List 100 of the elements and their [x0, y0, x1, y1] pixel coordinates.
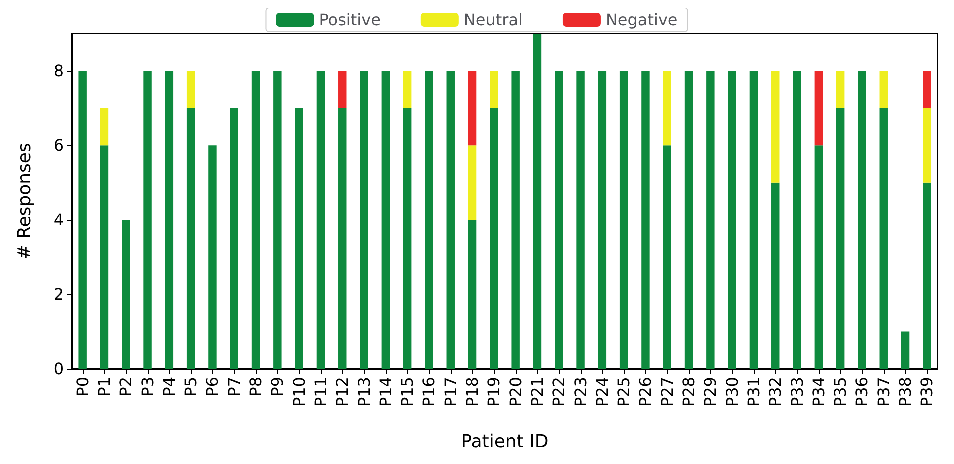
bar — [923, 71, 932, 108]
bar — [684, 71, 694, 369]
x-tick-label: P21 — [528, 377, 547, 408]
y-tick-label: 8 — [54, 62, 64, 81]
x-tick-label: P34 — [809, 377, 828, 408]
x-tick-label: P2 — [116, 377, 136, 397]
bar — [836, 71, 845, 108]
x-tick-label: P16 — [420, 377, 439, 408]
bar — [512, 71, 520, 369]
x-tick-label: P18 — [463, 377, 482, 408]
x-tick-label: P20 — [506, 377, 526, 408]
bar — [316, 71, 326, 369]
y-tick-label: 6 — [54, 136, 64, 156]
bar — [208, 146, 217, 369]
y-tick-label: 4 — [54, 210, 64, 230]
x-tick-label: P26 — [636, 377, 656, 408]
x-tick-label: P10 — [290, 377, 309, 408]
bar — [446, 71, 455, 369]
bar — [274, 71, 282, 369]
bar — [858, 71, 866, 369]
x-tick-label: P1 — [94, 377, 114, 397]
x-axis-title: Patient ID — [461, 432, 549, 452]
y-tick-label: 0 — [54, 360, 64, 378]
bar — [403, 108, 412, 369]
legend-label: Neutral — [464, 10, 523, 30]
x-tick-label: P39 — [918, 377, 937, 408]
x-tick-label: P5 — [182, 377, 201, 397]
bar — [490, 108, 498, 369]
bar — [923, 108, 932, 183]
bar — [663, 146, 672, 369]
bar — [663, 71, 672, 146]
bar — [338, 71, 347, 108]
x-tick-label: P35 — [831, 377, 850, 408]
x-tick-label: P9 — [268, 377, 288, 397]
bar — [252, 71, 260, 369]
bar — [642, 71, 650, 369]
bar — [533, 34, 542, 369]
x-tick-label: P19 — [484, 377, 504, 408]
legend-label: Positive — [319, 10, 381, 30]
bar — [100, 108, 109, 146]
x-tick-label: P24 — [592, 377, 612, 408]
bar — [403, 71, 412, 108]
x-tick-label: P30 — [722, 377, 742, 408]
bar — [468, 146, 477, 220]
x-tick-label: P25 — [614, 377, 634, 408]
x-tick-label: P0 — [73, 377, 92, 397]
bar — [728, 71, 736, 369]
x-tick-label: P22 — [550, 377, 569, 408]
bar — [338, 108, 347, 369]
bar — [576, 71, 585, 369]
bar — [100, 146, 109, 369]
x-tick-label: P4 — [160, 377, 179, 397]
bar — [836, 108, 845, 369]
bar — [923, 182, 932, 369]
bar — [425, 71, 434, 369]
bar — [555, 71, 564, 369]
bar — [750, 71, 758, 369]
bar — [122, 220, 130, 369]
bar — [772, 71, 780, 183]
x-tick-label: P17 — [441, 377, 460, 408]
x-tick-label: P38 — [896, 377, 916, 408]
x-tick-label: P13 — [354, 377, 374, 408]
x-tick-label: P15 — [398, 377, 418, 408]
bar — [144, 71, 152, 369]
bar — [382, 71, 390, 369]
x-tick-label: P6 — [203, 377, 222, 397]
x-tick-label: P11 — [311, 377, 330, 408]
x-tick-label: P23 — [571, 377, 590, 408]
bar — [295, 108, 304, 369]
x-tick-label: P31 — [744, 377, 764, 408]
y-tick-label: 2 — [54, 285, 64, 304]
y-axis-title: # Responses — [14, 143, 36, 260]
bar — [490, 71, 498, 108]
x-tick-label: P27 — [658, 377, 677, 408]
bar — [706, 71, 715, 369]
bar — [186, 71, 196, 108]
x-tick-label: P3 — [138, 377, 158, 397]
bar — [598, 71, 607, 369]
x-tick-label: P14 — [376, 377, 396, 408]
bar — [880, 71, 888, 108]
x-tick-label: P8 — [246, 377, 266, 397]
bar — [620, 71, 628, 369]
x-tick-label: P33 — [788, 377, 807, 408]
bar — [165, 71, 174, 369]
bar — [78, 71, 87, 369]
x-tick-label: P28 — [680, 377, 699, 408]
bar — [814, 71, 824, 146]
x-tick-label: P29 — [701, 377, 720, 408]
bar — [230, 108, 238, 369]
bar — [901, 332, 910, 369]
x-tick-label: P36 — [852, 377, 872, 408]
x-tick-label: P32 — [766, 377, 786, 408]
bar — [360, 71, 368, 369]
x-tick-label: P37 — [874, 377, 894, 408]
bar — [814, 146, 824, 369]
x-tick-label: P12 — [333, 377, 352, 408]
bar — [880, 108, 888, 369]
x-tick-label: P7 — [224, 377, 244, 397]
bar — [468, 71, 477, 146]
bar — [772, 182, 780, 369]
